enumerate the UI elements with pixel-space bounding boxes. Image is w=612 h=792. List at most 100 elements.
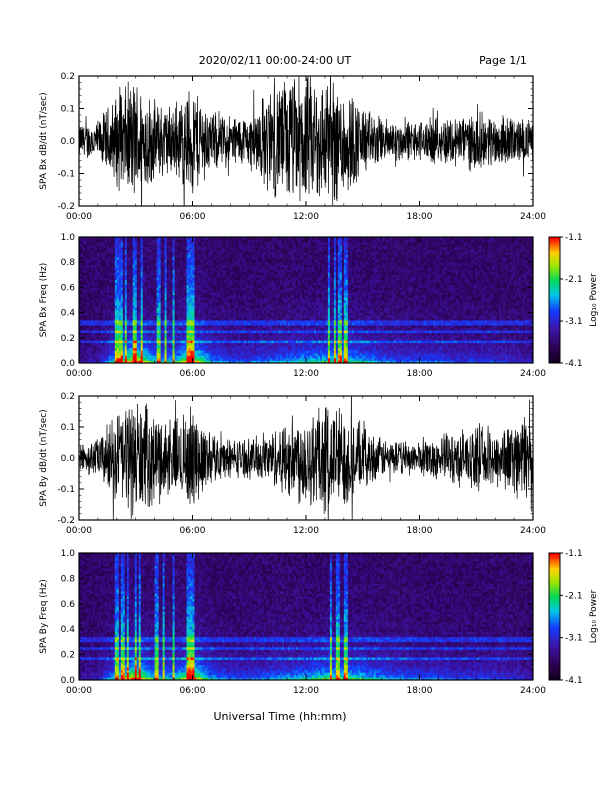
spectrogram-cell xyxy=(200,267,203,271)
spectrogram-cell xyxy=(258,237,261,240)
spectrogram-cell xyxy=(246,350,249,354)
spectrogram-cell xyxy=(244,264,247,268)
spectrogram-cell xyxy=(254,277,257,281)
spectrogram-cell xyxy=(132,269,136,273)
spectrogram-cell xyxy=(148,277,151,281)
spectrogram-cell xyxy=(174,239,177,243)
spectrogram-cell xyxy=(256,254,259,258)
spectrogram-cell xyxy=(226,350,229,354)
spectrogram-cell xyxy=(222,312,225,316)
spectrogram-cell xyxy=(244,259,247,263)
spectrogram-cell xyxy=(250,237,253,240)
spectrogram-cell xyxy=(204,310,207,313)
spectrogram-cell xyxy=(90,237,94,240)
spectrogram-cell xyxy=(146,307,149,311)
spectrogram-cell xyxy=(138,254,142,258)
spectrogram-cell xyxy=(126,315,130,318)
spectrogram-cell xyxy=(154,262,157,266)
spectrogram-cell xyxy=(130,300,134,303)
spectrogram-cell xyxy=(228,330,231,334)
spectrogram-cell xyxy=(192,292,195,296)
spectrogram-cell xyxy=(236,345,239,349)
spectrogram-cell xyxy=(244,350,247,354)
spectrogram-cell xyxy=(240,347,243,351)
spectrogram-cell xyxy=(114,252,118,255)
spectrogram-cell xyxy=(262,252,265,255)
spectrogram-cell xyxy=(186,347,189,351)
spectrogram-cell xyxy=(90,300,94,303)
spectrogram-cell xyxy=(82,262,86,266)
spectrogram-cell xyxy=(232,242,235,245)
spectrogram-cell xyxy=(128,360,132,364)
spectrogram-cell xyxy=(92,254,96,258)
spectrogram-cell xyxy=(260,352,263,356)
spectrogram-cell xyxy=(112,317,116,321)
spectrogram-cell xyxy=(262,360,265,364)
spectrogram-cell xyxy=(130,237,134,240)
spectrogram-cell xyxy=(94,345,98,349)
spectrogram-cell xyxy=(86,257,90,260)
spectrogram-cell xyxy=(234,254,237,258)
spectrogram-cell xyxy=(88,320,92,323)
spectrogram-cell xyxy=(186,342,189,346)
spectrogram-cell xyxy=(152,352,155,356)
spectrogram-cell xyxy=(260,267,263,271)
spectrogram-cell xyxy=(90,345,94,349)
spectrogram-cell xyxy=(184,345,187,349)
spectrogram-cell xyxy=(194,310,197,313)
spectrogram-cell xyxy=(204,307,207,311)
spectrogram-cell xyxy=(256,284,259,288)
spectrogram-cell xyxy=(246,325,249,329)
spectrogram-cell xyxy=(94,264,98,268)
spectrogram-cell xyxy=(226,327,229,331)
spectrogram-cell xyxy=(144,279,147,283)
spectrogram-cell xyxy=(208,282,211,286)
spectrogram-cell xyxy=(146,312,149,316)
spectrogram-cell xyxy=(108,274,112,278)
spectrogram-cell xyxy=(244,244,247,248)
spectrogram-cell xyxy=(174,340,177,344)
spectrogram-cell xyxy=(200,307,203,311)
spectrogram-cell xyxy=(152,289,155,293)
spectrogram-cell xyxy=(218,297,221,301)
spectrogram-cell xyxy=(206,345,209,349)
spectrogram-cell xyxy=(162,274,165,278)
spectrogram-cell xyxy=(116,242,120,245)
spectrogram-cell xyxy=(238,284,241,288)
spectrogram-cell xyxy=(192,320,195,323)
spectrogram-cell xyxy=(154,284,157,288)
spectrogram-cell xyxy=(88,262,92,266)
spectrogram-cell xyxy=(124,269,128,273)
spectrogram-cell xyxy=(268,342,271,346)
spectrogram-cell xyxy=(96,345,100,349)
spectrogram-cell xyxy=(164,332,167,336)
spectrogram-cell xyxy=(124,355,128,359)
spectrogram-cell xyxy=(104,315,108,318)
spectrogram-cell xyxy=(238,360,241,364)
spectrogram-cell xyxy=(130,267,134,271)
spectrogram-cell xyxy=(200,247,203,250)
spectrogram-cell xyxy=(138,259,142,263)
spectrogram-cell xyxy=(142,242,146,245)
spectrogram-cell xyxy=(244,332,247,336)
spectrogram-cell xyxy=(124,277,128,281)
spectrogram-cell xyxy=(222,244,225,248)
spectrogram-cell xyxy=(270,345,273,349)
spectrogram-cell xyxy=(180,342,183,346)
spectrogram-cell xyxy=(130,247,134,250)
spectrogram-cell xyxy=(214,282,217,286)
spectrogram-cell xyxy=(254,289,257,293)
spectrogram-cell xyxy=(106,307,110,311)
spectrogram-cell xyxy=(216,247,219,250)
spectrogram-cell xyxy=(104,340,108,344)
spectrogram-cell xyxy=(186,355,189,359)
spectrogram-cell xyxy=(254,302,257,306)
spectrogram-cell xyxy=(122,267,126,271)
spectrogram-cell xyxy=(79,335,82,339)
spectrogram-cell xyxy=(252,257,255,260)
y-tick-label: 0.1 xyxy=(61,105,75,115)
spectrogram-cell xyxy=(242,262,245,266)
spectrogram-cell xyxy=(264,305,267,308)
spectrogram-cell xyxy=(114,259,118,263)
spectrogram-cell xyxy=(234,337,237,341)
